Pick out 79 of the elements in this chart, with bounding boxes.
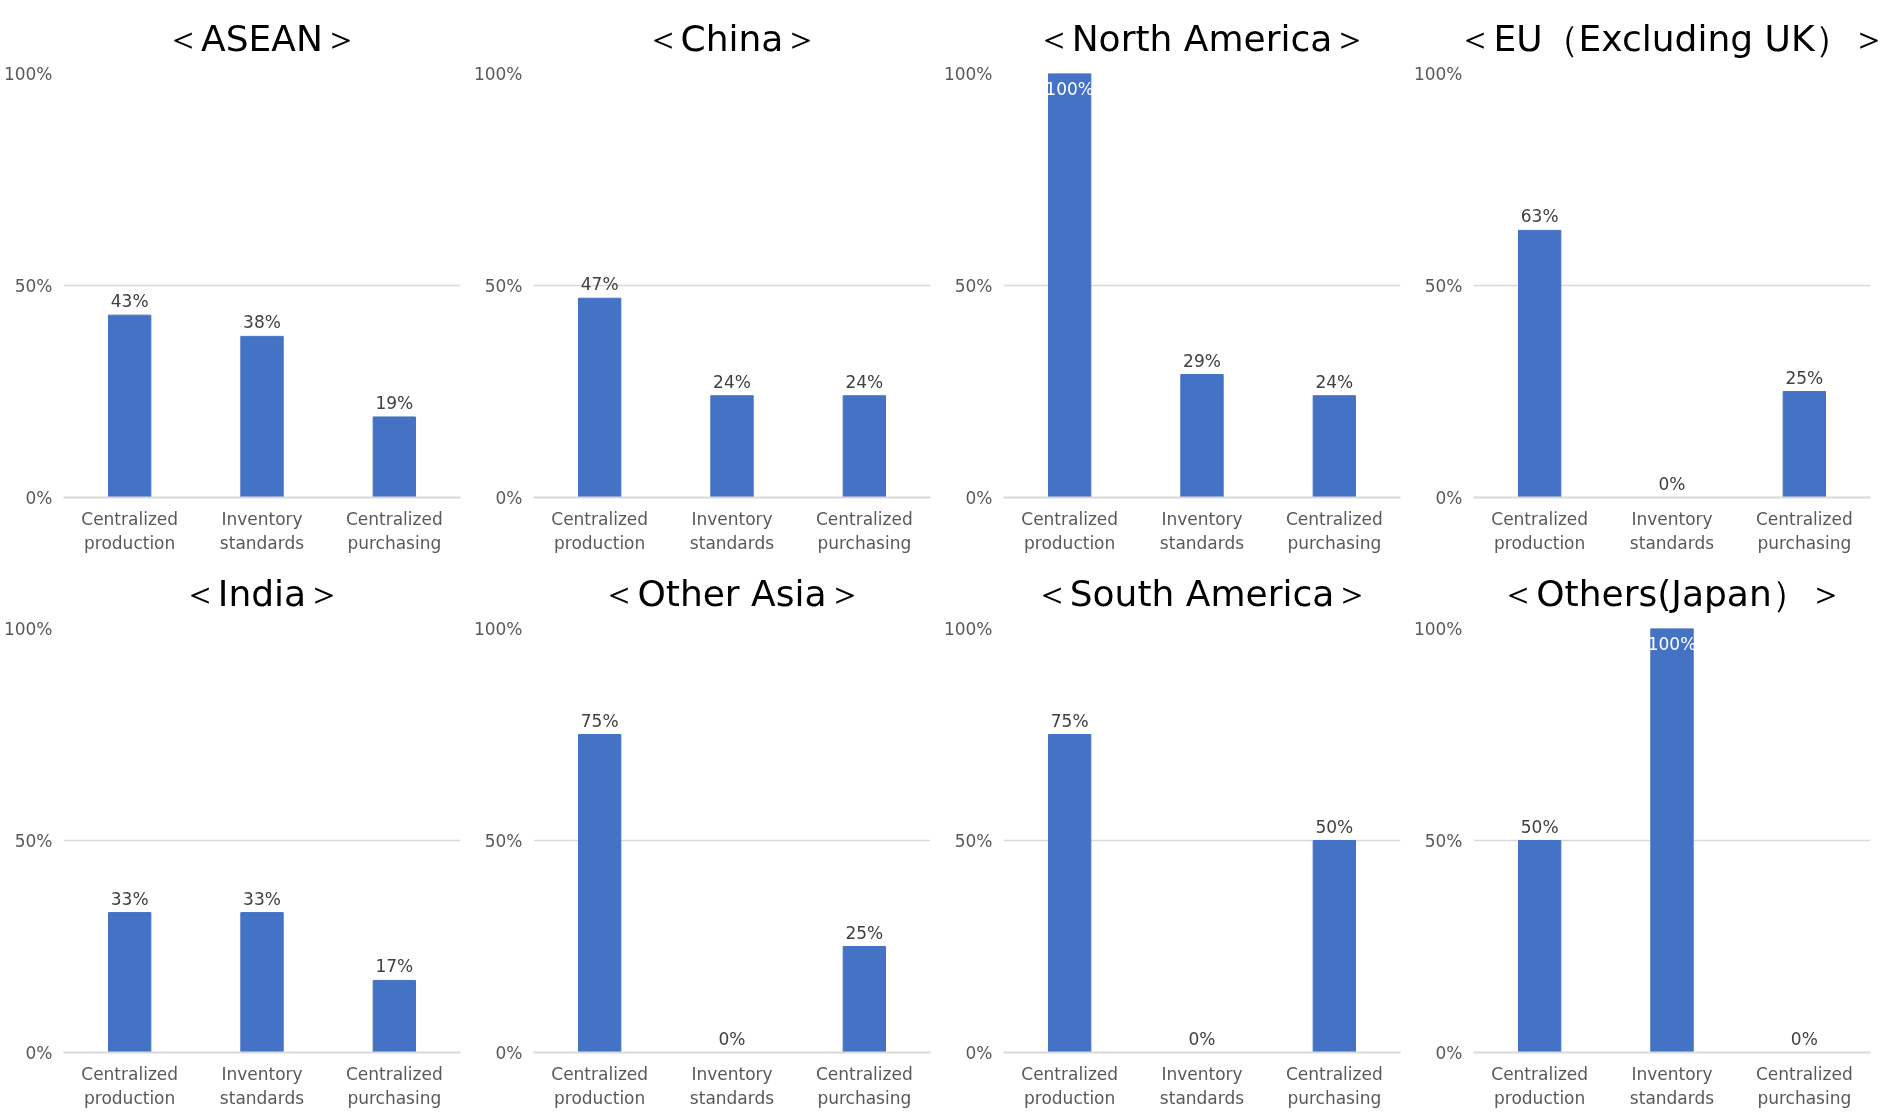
data-label: 29%	[1183, 350, 1221, 371]
y-tick-label: 0%	[965, 487, 993, 508]
data-label: 25%	[845, 922, 884, 943]
data-label: 0%	[1658, 473, 1686, 494]
y-tick-label: 50%	[14, 275, 53, 296]
x-tick-label: Centralized purchasing	[1285, 508, 1383, 553]
x-tick-label: Inventory standards	[689, 1063, 775, 1108]
x-tick-label: Centralized production	[551, 1063, 649, 1108]
x-tick-label: Centralized purchasing	[1755, 1063, 1853, 1108]
x-tick-label: Centralized production	[1491, 508, 1589, 553]
y-tick-label: 0%	[25, 1042, 53, 1063]
x-tick-label: Inventory standards	[219, 508, 305, 553]
x-tick-label: Centralized production	[1021, 508, 1119, 553]
y-tick-label: 0%	[965, 1042, 993, 1063]
data-label: 63%	[1520, 206, 1559, 227]
data-label: 100%	[1647, 633, 1697, 654]
x-tick-label: Inventory standards	[1629, 508, 1715, 553]
data-label: 33%	[110, 888, 149, 909]
y-tick-label: 50%	[954, 275, 993, 296]
y-tick-label: 0%	[495, 487, 523, 508]
x-tick-label: Centralized production	[81, 508, 179, 553]
y-tick-label: 0%	[495, 1042, 523, 1063]
x-tick-label: Inventory standards	[1159, 1063, 1245, 1108]
chart-title: ＜India＞	[181, 572, 343, 614]
data-label: 25%	[1785, 367, 1824, 388]
x-tick-label: Centralized purchasing	[1755, 508, 1853, 553]
chart-title: ＜North America＞	[1035, 17, 1369, 59]
chart-title: ＜South America＞	[1033, 572, 1371, 614]
data-label: 33%	[243, 888, 281, 909]
data-label: 0%	[1790, 1028, 1818, 1049]
x-tick-label: Centralized production	[1491, 1063, 1589, 1108]
x-tick-label: Inventory standards	[1159, 508, 1245, 553]
data-label: 38%	[243, 312, 281, 333]
x-tick-label: Centralized purchasing	[345, 508, 443, 553]
data-label: 0%	[718, 1028, 746, 1049]
y-tick-label: 100%	[3, 63, 53, 84]
y-tick-label: 100%	[943, 63, 993, 84]
y-tick-label: 100%	[473, 618, 523, 639]
x-tick-label: Centralized production	[1021, 1063, 1119, 1108]
data-label: 24%	[845, 371, 884, 392]
data-label: 0%	[1188, 1028, 1216, 1049]
y-tick-label: 100%	[1413, 618, 1463, 639]
chart-title: ＜ASEAN＞	[165, 17, 359, 59]
chart-title: ＜Others(Japan）＞	[1500, 572, 1844, 614]
y-tick-label: 0%	[1435, 487, 1463, 508]
x-tick-label: Centralized purchasing	[345, 1063, 443, 1108]
chart-title: ＜EU（Excluding UK）＞	[1457, 17, 1887, 59]
y-tick-label: 50%	[954, 830, 993, 851]
y-tick-label: 100%	[3, 618, 53, 639]
x-tick-label: Centralized production	[81, 1063, 179, 1108]
chart-title: ＜Other Asia＞	[601, 572, 863, 614]
x-tick-label: Centralized purchasing	[815, 508, 913, 553]
data-label: 43%	[110, 291, 149, 312]
y-tick-label: 100%	[943, 618, 993, 639]
data-label: 24%	[713, 371, 751, 392]
y-tick-label: 100%	[473, 63, 523, 84]
y-tick-label: 0%	[1435, 1042, 1463, 1063]
y-tick-label: 50%	[484, 275, 523, 296]
x-tick-label: Inventory standards	[689, 508, 775, 553]
data-label: 19%	[375, 392, 414, 413]
y-tick-label: 50%	[14, 830, 53, 851]
x-tick-label: Centralized purchasing	[815, 1063, 913, 1108]
data-label: 50%	[1520, 816, 1559, 837]
data-label: 50%	[1315, 816, 1354, 837]
x-tick-label: Centralized purchasing	[1285, 1063, 1383, 1108]
data-label: 24%	[1315, 371, 1354, 392]
chart-title: ＜China＞	[644, 17, 820, 59]
y-tick-label: 50%	[484, 830, 523, 851]
data-label: 75%	[1050, 710, 1089, 731]
data-label: 47%	[580, 274, 619, 295]
y-tick-label: 50%	[1424, 275, 1463, 296]
x-tick-label: Inventory standards	[219, 1063, 305, 1108]
y-tick-label: 50%	[1424, 830, 1463, 851]
y-tick-label: 0%	[25, 487, 53, 508]
data-label: 75%	[580, 710, 619, 731]
y-tick-label: 100%	[1413, 63, 1463, 84]
x-tick-label: Centralized production	[551, 508, 649, 553]
x-tick-label: Inventory standards	[1629, 1063, 1715, 1108]
data-label: 17%	[375, 956, 414, 977]
